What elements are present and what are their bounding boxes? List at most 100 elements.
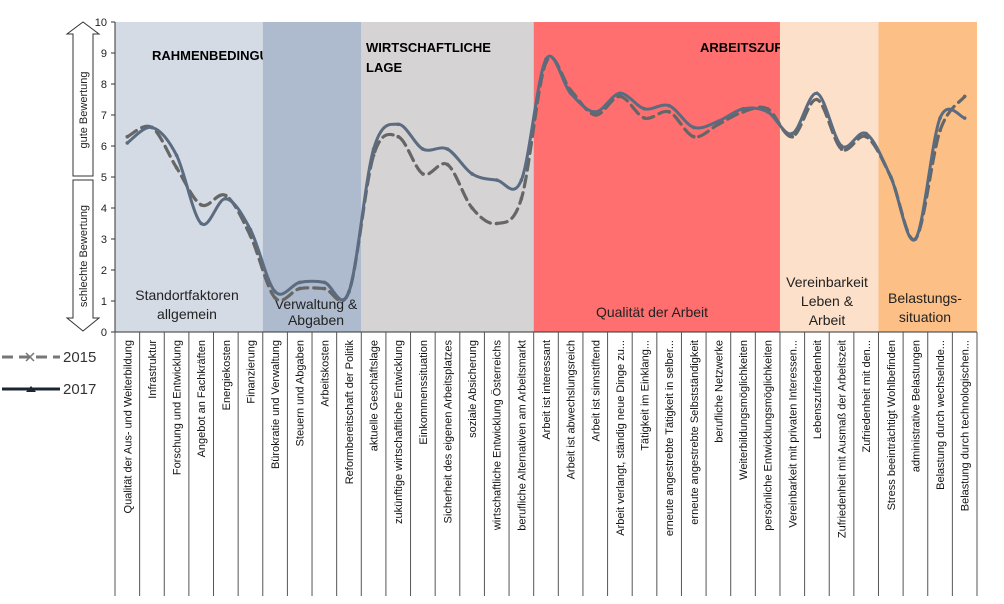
category-label: Einkommenssituation: [418, 340, 430, 445]
category-label: zukünftige wirtschaftliche Entwicklung: [393, 340, 405, 524]
category-label: Energiekosten: [221, 340, 233, 410]
data-point-2017: [494, 178, 499, 182]
data-point-2017: [371, 147, 376, 151]
group-label: Belastungs-situation: [888, 290, 962, 325]
category-label: Qualität der Aus- und Weiterbildung: [122, 340, 134, 513]
data-point-2017: [691, 125, 696, 130]
annotation-bad: schlechte Bewertung: [78, 205, 90, 307]
data-point-2017: [125, 141, 130, 145]
category-label: Zufriedenheit mit den...: [861, 340, 873, 453]
category-labels: Qualität der Aus- und Weiterbildung Infra…: [122, 340, 971, 539]
data-point-2017: [421, 147, 425, 151]
group-band: [533, 22, 780, 332]
group-band: [779, 22, 879, 332]
category-label: aktuelle Geschäftslage: [369, 340, 381, 451]
category-label: Arbeit ist interessant: [541, 340, 553, 440]
data-point-2017: [174, 153, 179, 158]
group-band: [262, 22, 362, 332]
category-label: Tätigkeit im Einklang...: [640, 340, 652, 451]
data-point-2017: [938, 116, 942, 120]
category-label: berufliche Alternativen am Arbeitsmarkt: [516, 340, 528, 531]
y-tick-label: 4: [101, 203, 107, 215]
data-point-2017: [765, 110, 770, 114]
legend-marker: [26, 386, 36, 392]
data-point-2015: [174, 165, 179, 170]
data-point-2017: [273, 289, 277, 294]
y-tick-label: 8: [101, 79, 107, 91]
group-label: Vereinbarkeit Leben & Arbeit: [786, 274, 868, 328]
group-label-line: Leben &: [801, 293, 854, 309]
data-point-2015: [199, 203, 203, 207]
data-point-2017: [470, 172, 474, 176]
data-point-2017: [741, 107, 745, 111]
legend: 2015 2017: [2, 349, 96, 398]
category-label: wirtschaftliche Entwicklung Österreichs: [492, 340, 504, 532]
data-point-2017: [224, 196, 228, 201]
series-line-2017: [125, 54, 967, 302]
y-tick-label: 9: [101, 48, 107, 60]
data-point-2015: [297, 286, 302, 291]
category-label: Arbeit verlangt, ständig neue Dinge zu..…: [615, 340, 627, 536]
data-point-2015: [273, 296, 277, 300]
category-label: Angebot an Fachkräften: [196, 340, 208, 457]
group-band: [361, 22, 534, 332]
group-label-line: Vereinbarkeit: [786, 274, 868, 290]
category-label: Stress beeinträchtigt Wohlbefinden: [886, 340, 898, 510]
group-label-line: situation: [899, 309, 951, 325]
data-point-2017: [889, 175, 893, 179]
category-label: Belastung durch technologischen...: [960, 340, 972, 511]
data-point-2017: [913, 237, 918, 241]
category-label: erneute angestrebte Selbstständigkeit: [689, 340, 701, 525]
y-tick-label: 0: [101, 327, 107, 339]
data-point-2015: [642, 116, 647, 120]
group-label-line: Qualität der Arbeit: [596, 304, 708, 320]
data-point-2015: [322, 286, 327, 291]
data-point-2017: [839, 144, 844, 148]
y-tick-label: 6: [101, 141, 107, 153]
category-label: berufliche Netzwerke: [713, 340, 725, 443]
group-heading: LAGE: [366, 60, 402, 75]
category-label: soziale Absicherung: [467, 340, 479, 438]
category-label: Sicherheit des eigenen Arbeitsplatzes: [442, 340, 454, 524]
legend-marker: [25, 352, 35, 362]
y-tick-label: 3: [101, 234, 107, 246]
group-label-line: allgemein: [157, 306, 217, 322]
data-point-2017: [642, 107, 647, 111]
legend-label-2017: 2017: [63, 381, 96, 398]
data-point-2015: [790, 134, 795, 139]
data-point-2017: [593, 110, 598, 114]
data-point-2015: [938, 128, 942, 133]
legend-label-2015: 2015: [63, 349, 96, 366]
group-label: Standortfaktoren allgemein: [135, 287, 239, 322]
annotation-good: gute Bewertung: [78, 71, 90, 148]
category-label: Arbeit ist abwechslungsreich: [566, 340, 578, 479]
category-label: Reformbereitschaft der Politik: [344, 340, 356, 485]
data-point-2017: [199, 221, 203, 226]
data-point-2015: [470, 206, 474, 210]
data-point-2015: [421, 172, 425, 176]
data-point-2015: [741, 110, 745, 114]
data-point-2017: [544, 57, 548, 61]
arrow-up-icon: [65, 21, 101, 177]
category-label: Arbeit ist sinnstiftend: [590, 340, 602, 442]
group-label-line: Arbeit: [809, 312, 846, 328]
data-point-2017: [667, 103, 671, 108]
category-label: Forschung und Entwicklung: [172, 340, 184, 475]
data-point-2017: [864, 131, 868, 136]
data-point-2017: [248, 227, 253, 232]
data-point-2017: [716, 119, 721, 123]
category-label: administrative Belastungen: [910, 340, 922, 472]
group-label-line: Belastungs-: [888, 290, 962, 306]
data-point-2015: [125, 134, 130, 139]
category-label: Infrastruktur: [147, 340, 159, 399]
group-heading: WIRTSCHAFTLICHE: [366, 40, 491, 55]
group-label-line: Standortfaktoren: [135, 287, 239, 303]
category-label: Arbeitskosten: [319, 340, 331, 407]
data-point-2015: [765, 107, 770, 111]
category-label: Belastung durch wechselnde...: [935, 340, 947, 490]
category-label: Finanzierung: [245, 340, 257, 404]
category-label: persönliche Entwicklungsmöglichkeiten: [763, 340, 775, 531]
data-point-2017: [618, 91, 622, 96]
data-point-2015: [445, 162, 450, 167]
